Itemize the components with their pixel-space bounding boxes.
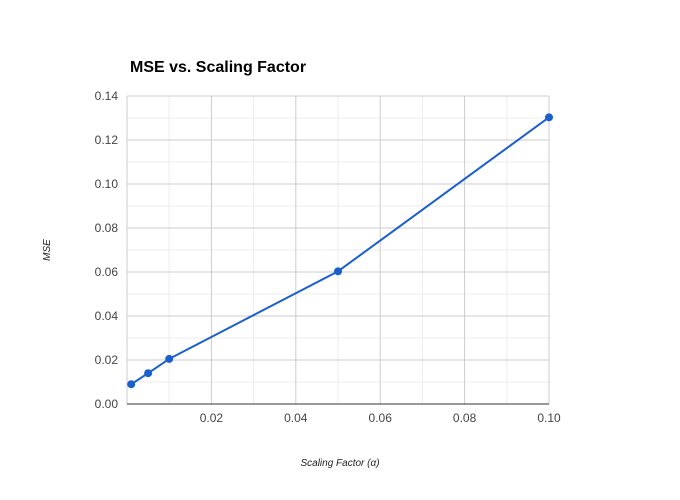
y-tick-label: 0.00 — [95, 397, 119, 411]
y-axis-label: MSE — [42, 239, 53, 261]
x-tick-label: 0.08 — [453, 411, 477, 425]
gridlines — [126, 95, 550, 404]
x-tick-label: 0.02 — [200, 411, 224, 425]
data-point — [144, 369, 153, 378]
y-tick-label: 0.06 — [95, 265, 119, 279]
y-tick-label: 0.02 — [95, 353, 119, 367]
y-tick-label: 0.10 — [95, 177, 119, 191]
y-tick-label: 0.12 — [95, 133, 119, 147]
data-point — [545, 113, 553, 122]
tick-labels: 0.00 0.02 0.04 0.06 0.08 0.10 0.12 0.14 0.02 0.04… — [95, 89, 561, 425]
y-tick-label: 0.14 — [95, 89, 119, 103]
x-axis-label: Scaling Factor (α) — [300, 458, 379, 469]
data-point — [165, 354, 174, 363]
data-point — [334, 267, 342, 276]
x-tick-label: 0.04 — [284, 411, 308, 425]
data-point — [127, 380, 136, 389]
y-tick-label: 0.04 — [95, 309, 119, 323]
x-tick-label: 0.10 — [537, 411, 561, 425]
y-tick-label: 0.08 — [95, 221, 119, 235]
x-tick-label: 0.06 — [369, 411, 393, 425]
series-layer — [127, 113, 553, 389]
chart-title: MSE vs. Scaling Factor — [130, 59, 306, 76]
